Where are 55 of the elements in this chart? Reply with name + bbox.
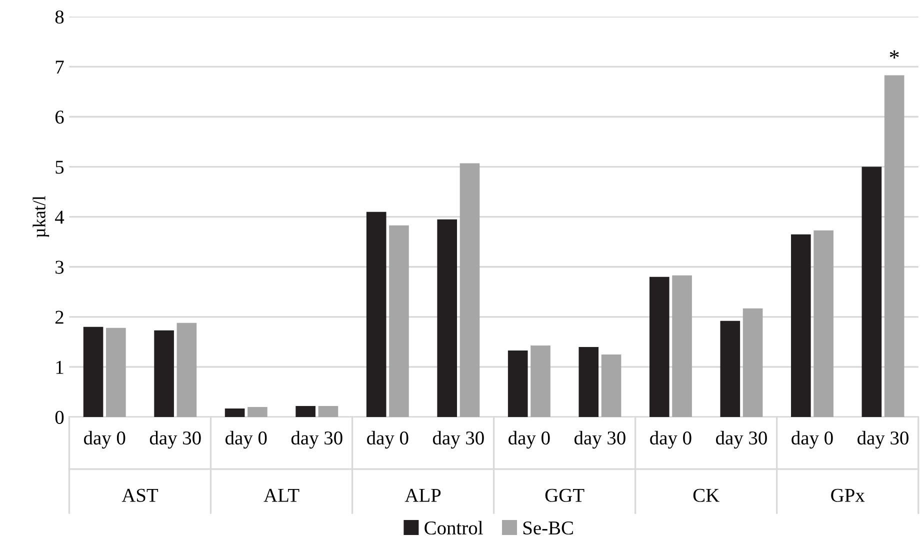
bar — [366, 212, 386, 417]
x-tick-label: day 30 — [150, 430, 201, 449]
x-tick-label: day 0 — [367, 430, 408, 449]
bar — [601, 354, 622, 417]
bar — [862, 166, 882, 417]
bar — [318, 406, 338, 417]
bar — [106, 328, 126, 417]
bar — [83, 326, 104, 417]
bar — [437, 219, 458, 417]
y-tick-label: 5 — [56, 160, 64, 174]
x-tick-label: day 0 — [226, 430, 267, 449]
y-tick-label: 3 — [56, 260, 64, 274]
bar — [248, 406, 268, 417]
bar — [578, 346, 599, 417]
x-tick-label: day 30 — [432, 430, 484, 449]
bar — [224, 408, 245, 417]
x-tick-label: day 30 — [291, 430, 342, 449]
bar — [530, 345, 550, 417]
bar — [296, 406, 316, 417]
bar — [460, 163, 480, 417]
annotation: * — [890, 50, 899, 59]
y-tick-label: 8 — [55, 10, 64, 24]
y-tick-label: 6 — [55, 110, 64, 124]
bar — [154, 330, 174, 417]
x-tick-label: day 30 — [858, 430, 908, 449]
bar — [720, 320, 740, 417]
legend-label: Se-BC — [523, 521, 573, 535]
y-tick-label: 4 — [55, 210, 64, 224]
text: ALP — [404, 488, 441, 502]
y-tick-label: 7 — [56, 60, 64, 74]
bar — [814, 230, 834, 417]
x-tick-label: day 0 — [650, 430, 692, 449]
y-tick-label: 0 — [55, 410, 64, 424]
text: GGT — [545, 488, 584, 502]
bar — [672, 275, 692, 417]
x-tick-label: day 0 — [792, 430, 833, 449]
text: ALT — [264, 488, 300, 502]
bar — [884, 75, 904, 417]
bar — [742, 308, 763, 417]
x-tick-label: day 0 — [84, 430, 126, 449]
bar — [649, 276, 670, 417]
text: GPx — [831, 488, 865, 502]
x-tick-label: day 0 — [508, 430, 550, 449]
bar — [791, 234, 811, 417]
x-tick-label: day 30 — [716, 430, 767, 449]
bar — [176, 322, 197, 417]
bar — [389, 225, 409, 417]
y-tick-label: 2 — [55, 310, 64, 324]
legend-label: Control — [424, 520, 483, 535]
y-axis-title: µkat/l — [32, 196, 50, 238]
text: CK — [693, 488, 720, 502]
bar — [508, 350, 528, 417]
x-tick-label: day 30 — [574, 430, 626, 449]
y-tick-label: 1 — [56, 360, 64, 374]
text: AST — [122, 488, 158, 502]
